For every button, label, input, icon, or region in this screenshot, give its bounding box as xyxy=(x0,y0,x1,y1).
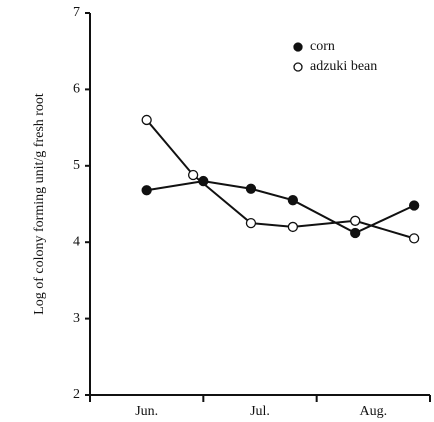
data-point xyxy=(245,217,257,229)
data-point xyxy=(141,185,152,196)
y-tick-label: 6 xyxy=(73,82,80,97)
legend-marker xyxy=(293,42,303,52)
data-point xyxy=(350,227,361,239)
data-point xyxy=(141,114,152,126)
series-line xyxy=(146,180,415,235)
series-line xyxy=(145,119,415,240)
data-point xyxy=(408,233,420,244)
data-point xyxy=(245,183,257,194)
data-point xyxy=(287,195,299,206)
data-point xyxy=(287,221,299,233)
x-tick-label: Aug. xyxy=(360,404,388,419)
y-axis-label: Log of colony forming unit/g fresh root xyxy=(32,93,47,315)
y-tick-label: 4 xyxy=(73,234,80,249)
legend-label: adzuki bean xyxy=(310,59,377,74)
legend-marker xyxy=(293,62,303,72)
y-tick-label: 5 xyxy=(73,158,80,173)
data-point xyxy=(198,175,209,187)
x-tick-label: Jun. xyxy=(135,404,158,419)
y-tick-label: 7 xyxy=(73,5,80,20)
legend-label: corn xyxy=(310,39,335,54)
x-tick-label: Jul. xyxy=(250,404,270,419)
y-tick-label: 2 xyxy=(73,387,80,402)
data-point xyxy=(350,215,361,226)
data-point xyxy=(187,169,199,181)
y-tick-label: 3 xyxy=(73,311,80,326)
data-point xyxy=(408,200,420,211)
